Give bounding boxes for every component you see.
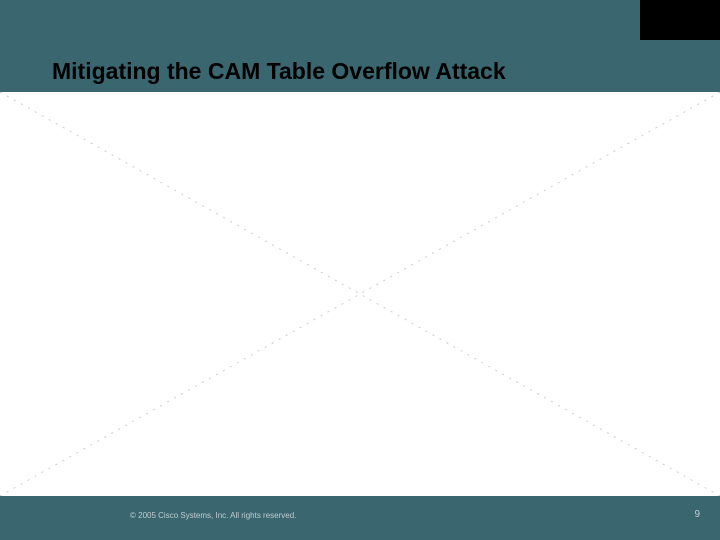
page-number: 9 [694, 509, 700, 520]
copyright-text: © 2005 Cisco Systems, Inc. All rights re… [130, 511, 296, 520]
footer-band: © 2005 Cisco Systems, Inc. All rights re… [0, 496, 720, 540]
corner-accent-box [640, 0, 720, 40]
content-placeholder [0, 92, 720, 496]
slide-title: Mitigating the CAM Table Overflow Attack [52, 58, 506, 85]
placeholder-x-icon [0, 92, 720, 496]
